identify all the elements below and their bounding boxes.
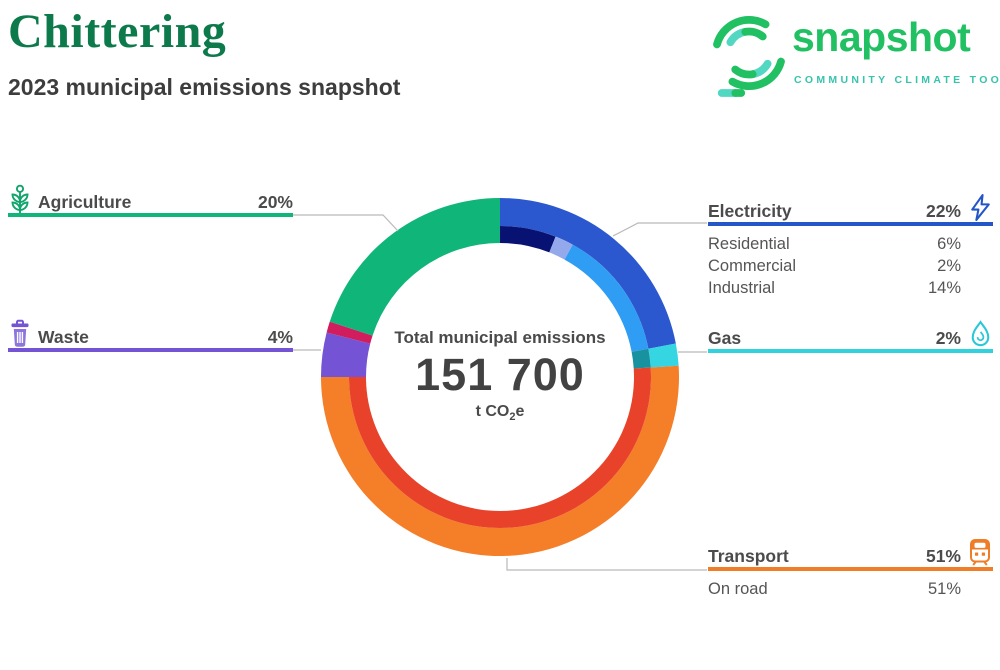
- donut-segment-residential[interactable]: [500, 226, 556, 253]
- category-rule-transport: [708, 567, 993, 571]
- category-percentage: 22%: [925, 201, 961, 221]
- category-label: Electricity: [708, 201, 792, 221]
- page-subtitle: 2023 municipal emissions snapshot: [8, 74, 401, 100]
- lightning-bolt-icon: [968, 193, 993, 227]
- category-label: Waste: [38, 327, 89, 347]
- donut-segment-gas[interactable]: [648, 343, 679, 368]
- subcategory-row: Commercial 2%: [708, 257, 993, 279]
- subcategory-percentage: 6%: [937, 235, 961, 253]
- category-label: Agriculture: [38, 192, 132, 212]
- donut-segment-commercial[interactable]: [549, 236, 573, 260]
- donut-center: Total municipal emissions 151 700 t CO2e: [360, 328, 640, 423]
- snapshot-logo: snapshot COMMUNITY CLIMATE TOOL: [708, 6, 1000, 98]
- category-label: Gas: [708, 328, 742, 348]
- trash-icon: [8, 319, 32, 354]
- category-rule-waste: [8, 348, 293, 352]
- flame-icon: [968, 320, 993, 354]
- subcategory-percentage: 51%: [927, 580, 961, 598]
- donut-segment-electricity[interactable]: [500, 198, 676, 349]
- leader-line-agriculture: [293, 214, 399, 232]
- leader-line-transport: [506, 558, 707, 571]
- category-percentage: 20%: [257, 192, 293, 212]
- subcategory-row: On road 51%: [708, 580, 993, 602]
- category-label: Transport: [708, 546, 789, 566]
- total-emissions-unit: t CO2e: [475, 403, 525, 424]
- total-emissions-value: 151 700: [415, 349, 585, 400]
- wheat-icon: [8, 184, 32, 221]
- category-rule-gas: [708, 349, 993, 353]
- page-title: Chittering: [8, 5, 227, 58]
- train-icon: [967, 538, 993, 572]
- subcategory-row: Industrial 14%: [708, 279, 993, 301]
- subcategory-label: On road: [708, 580, 768, 598]
- category-percentage: 4%: [267, 327, 293, 347]
- subcategory-label: Commercial: [708, 257, 797, 275]
- category-percentage: 2%: [935, 328, 961, 348]
- snapshot-logo-icon: [713, 16, 785, 97]
- subcategory-percentage: 2%: [937, 257, 961, 275]
- category-rule-electricity: [708, 222, 993, 226]
- category-percentage: 51%: [925, 546, 961, 566]
- donut-segment-agriculture[interactable]: [329, 198, 500, 336]
- total-emissions-label: Total municipal emissions: [394, 328, 606, 347]
- leader-line-electricity: [612, 222, 707, 237]
- subcategory-percentage: 14%: [927, 279, 961, 297]
- subcategory-label: Residential: [708, 235, 790, 253]
- subcategory-row: Residential 6%: [708, 235, 993, 257]
- logo-wordmark: snapshot: [792, 14, 971, 60]
- subcategory-label: Industrial: [708, 279, 775, 297]
- category-rule-agriculture: [8, 213, 293, 217]
- logo-tagline: COMMUNITY CLIMATE TOOL: [794, 74, 1000, 86]
